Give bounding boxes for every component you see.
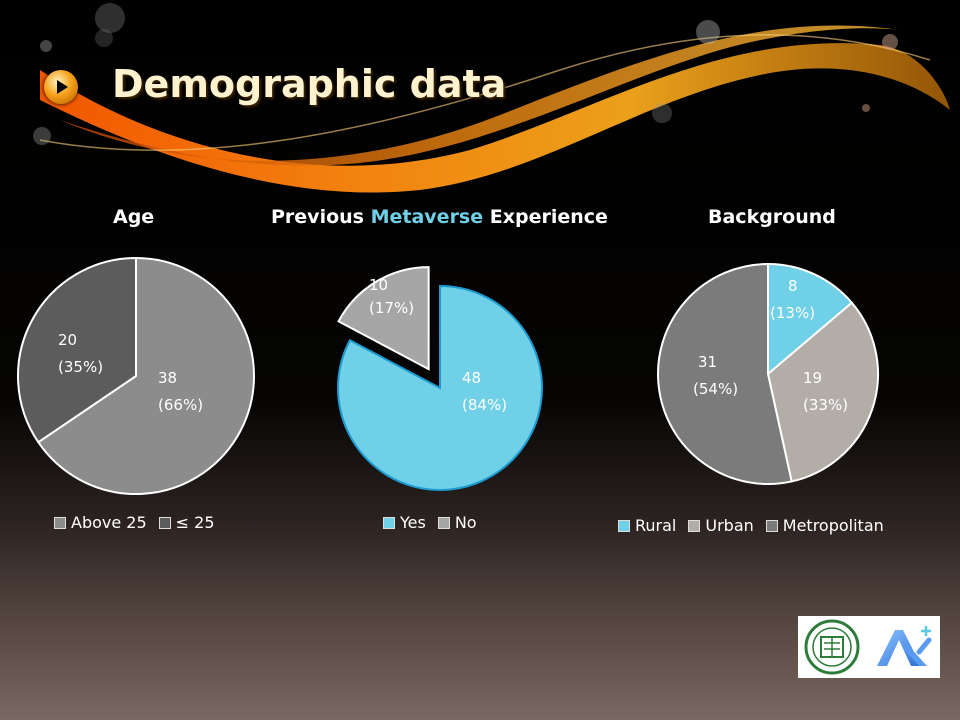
age-label-under25-count: 20 <box>58 331 77 349</box>
age-chart-title: Age <box>113 206 155 228</box>
legend-item-no: No <box>437 513 477 532</box>
metaverse-label-no-pct: (17%) <box>369 299 414 317</box>
legend-label-above25: Above 25 <box>71 513 147 532</box>
play-bullet-icon <box>44 70 78 104</box>
ai-plus-logo <box>876 626 931 666</box>
slice-metro <box>657 262 793 485</box>
metaverse-label-yes-count: 48 <box>462 369 481 387</box>
background-label-metro-pct: (54%) <box>693 380 738 398</box>
slice-yes <box>337 284 543 491</box>
legend-item-rural: Rural <box>618 516 676 535</box>
slice-under25 <box>17 256 137 444</box>
legend-label-under25: ≤ 25 <box>175 513 215 532</box>
background-label-urban-count: 19 <box>803 369 822 387</box>
metaverse-chart-title: Previous Metaverse Experience <box>271 206 608 228</box>
legend-swatch-no <box>437 516 450 529</box>
slice-urban <box>766 301 879 483</box>
slice-no <box>337 266 430 371</box>
legend-swatch-under25 <box>158 516 171 529</box>
age-pie <box>17 256 255 495</box>
legend-item-above25: Above 25 <box>54 513 147 532</box>
metaverse-legend: Yes No <box>383 513 477 532</box>
legend-label-rural: Rural <box>635 516 677 535</box>
legend-label-no: No <box>454 513 477 532</box>
legend-item-yes: Yes <box>383 513 426 532</box>
background-legend: Rural Urban Metropolitan <box>618 516 884 535</box>
legend-swatch-yes <box>383 516 395 529</box>
metaverse-pie <box>337 266 543 491</box>
legend-item-urban: Urban <box>688 516 754 535</box>
background-label-rural-count: 8 <box>788 277 798 295</box>
slice-rural <box>767 262 854 377</box>
metaverse-title-part-3: Experience <box>489 206 608 228</box>
age-legend: Above 25 ≤ 25 <box>54 513 215 532</box>
age-label-under25-pct: (35%) <box>58 358 103 376</box>
background-label-urban-pct: (33%) <box>803 396 848 414</box>
legend-swatch-above25 <box>54 516 66 529</box>
background-pie <box>657 262 879 485</box>
legend-swatch-metro <box>765 519 778 532</box>
legend-swatch-urban <box>688 519 701 532</box>
background-chart-title: Background <box>708 206 836 228</box>
slice-above25 <box>36 256 255 495</box>
legend-label-yes: Yes <box>400 513 426 532</box>
metaverse-title-highlight: Metaverse <box>370 206 484 228</box>
logos-panel <box>798 616 940 678</box>
metaverse-label-no-count: 10 <box>369 276 388 294</box>
legend-item-under25: ≤ 25 <box>158 513 215 532</box>
metaverse-label-yes-pct: (84%) <box>462 396 507 414</box>
metaverse-title-part-1: Previous <box>271 206 364 228</box>
background-label-rural-pct: (13%) <box>770 304 815 322</box>
legend-swatch-rural <box>618 519 630 532</box>
university-seal-logo <box>804 619 859 675</box>
background-label-metro-count: 31 <box>698 353 717 371</box>
legend-label-urban: Urban <box>705 516 754 535</box>
legend-item-metro: Metropolitan <box>765 516 884 535</box>
age-label-above25-pct: (66%) <box>158 396 203 414</box>
slide-title: Demographic data <box>112 62 507 106</box>
legend-label-metro: Metropolitan <box>782 516 884 535</box>
age-label-above25-count: 38 <box>158 369 177 387</box>
